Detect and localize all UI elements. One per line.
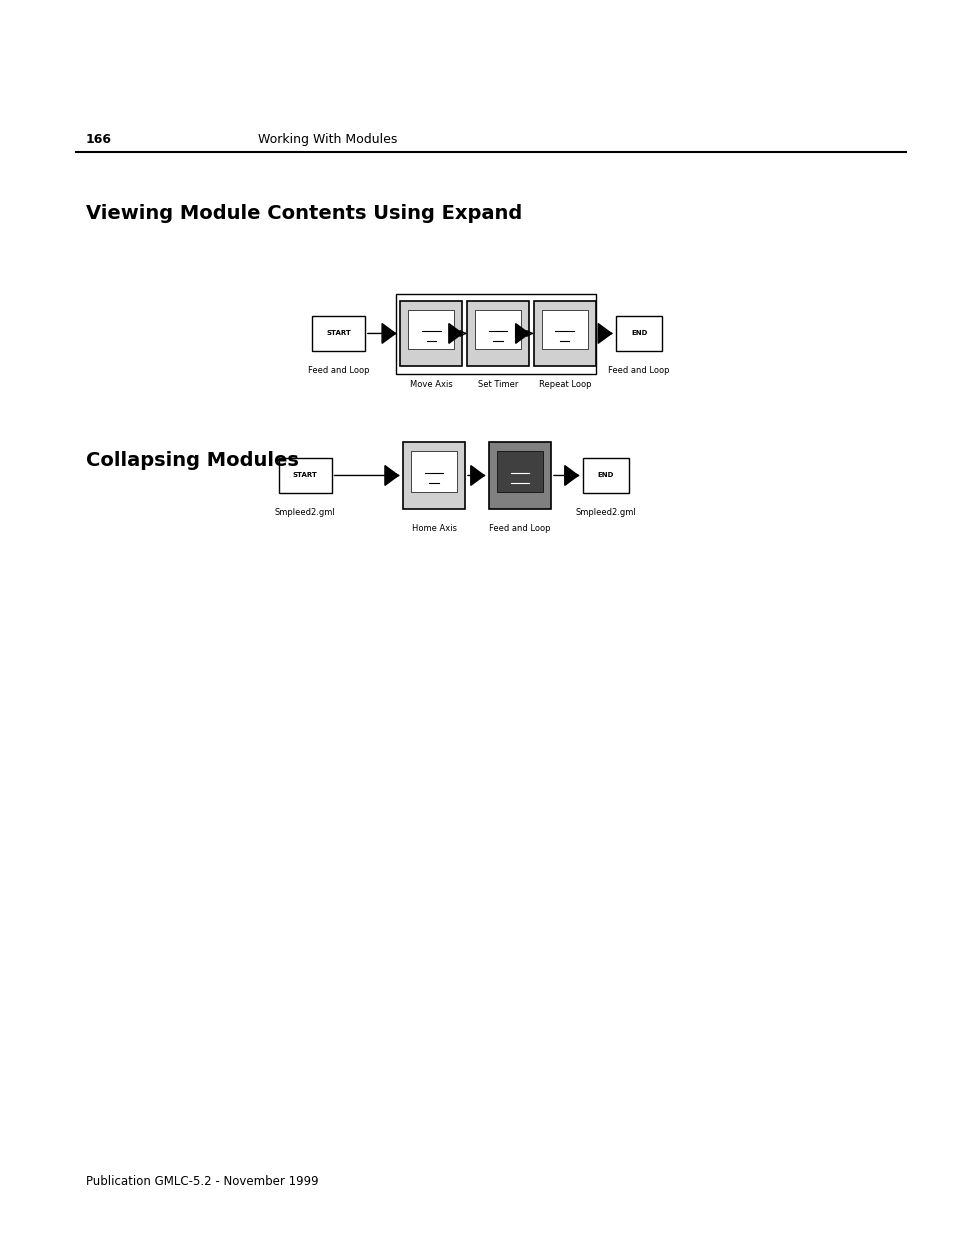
Text: END: END: [597, 473, 614, 478]
Text: Feed and Loop: Feed and Loop: [489, 524, 550, 534]
FancyBboxPatch shape: [399, 301, 461, 366]
FancyBboxPatch shape: [497, 451, 542, 492]
FancyBboxPatch shape: [534, 301, 595, 366]
Text: Collapsing Modules: Collapsing Modules: [86, 451, 298, 469]
FancyBboxPatch shape: [402, 441, 464, 509]
FancyBboxPatch shape: [395, 294, 596, 374]
Text: Feed and Loop: Feed and Loop: [308, 366, 369, 374]
Text: Move Axis: Move Axis: [410, 380, 452, 389]
Text: START: START: [326, 331, 351, 336]
FancyBboxPatch shape: [489, 441, 551, 509]
Polygon shape: [448, 324, 461, 343]
Text: Home Axis: Home Axis: [411, 524, 456, 534]
Text: Publication GMLC-5.2 - November 1999: Publication GMLC-5.2 - November 1999: [86, 1174, 318, 1188]
Polygon shape: [564, 466, 578, 485]
Text: Feed and Loop: Feed and Loop: [608, 366, 669, 374]
Text: Smpleed2.gml: Smpleed2.gml: [575, 508, 636, 516]
Text: Smpleed2.gml: Smpleed2.gml: [274, 508, 335, 516]
Text: Set Timer: Set Timer: [477, 380, 517, 389]
FancyBboxPatch shape: [411, 451, 456, 492]
Polygon shape: [515, 324, 528, 343]
FancyBboxPatch shape: [467, 301, 528, 366]
FancyBboxPatch shape: [582, 458, 628, 493]
FancyBboxPatch shape: [475, 310, 520, 350]
FancyBboxPatch shape: [408, 310, 454, 350]
FancyBboxPatch shape: [616, 316, 661, 351]
Polygon shape: [598, 324, 611, 343]
Polygon shape: [471, 466, 484, 485]
FancyBboxPatch shape: [312, 316, 364, 351]
Text: Working With Modules: Working With Modules: [257, 132, 396, 146]
Text: Repeat Loop: Repeat Loop: [537, 380, 591, 389]
Text: 166: 166: [86, 132, 112, 146]
Text: Viewing Module Contents Using Expand: Viewing Module Contents Using Expand: [86, 204, 521, 222]
Polygon shape: [381, 324, 395, 343]
Polygon shape: [384, 466, 398, 485]
Text: END: END: [630, 331, 647, 336]
Text: START: START: [293, 473, 317, 478]
FancyBboxPatch shape: [541, 310, 587, 350]
FancyBboxPatch shape: [278, 458, 331, 493]
